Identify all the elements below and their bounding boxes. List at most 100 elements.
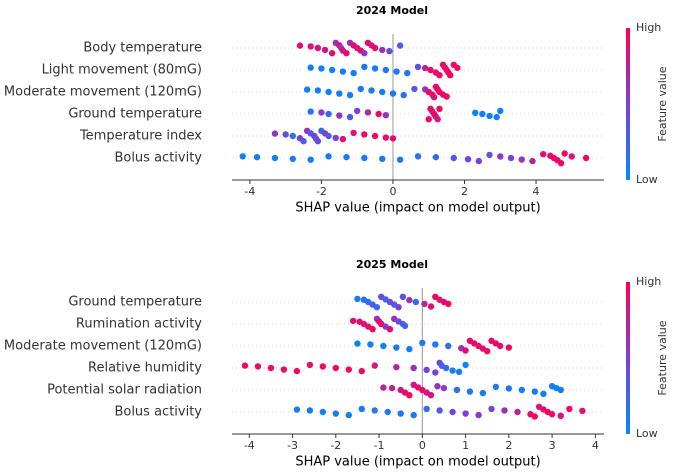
shap-point xyxy=(450,154,457,162)
shap-point xyxy=(293,367,301,375)
shap-point xyxy=(396,156,404,163)
shap-point xyxy=(423,366,430,374)
shap-point xyxy=(307,156,314,163)
shap-point xyxy=(566,405,573,413)
shap-point xyxy=(582,154,590,162)
shap-point xyxy=(350,69,357,77)
shap-point xyxy=(319,408,327,416)
shap-point xyxy=(432,153,440,161)
shap-point xyxy=(289,155,297,163)
shap-point xyxy=(427,303,435,310)
shap-point xyxy=(325,110,332,118)
x-tick-label: -2 xyxy=(316,185,327,198)
shap-point xyxy=(400,91,407,99)
shap-point xyxy=(414,63,422,71)
shap-point xyxy=(336,112,343,119)
x-tick-label: -4 xyxy=(244,439,255,452)
shap-point xyxy=(361,63,368,71)
shap-point xyxy=(507,154,515,162)
shap-point xyxy=(454,64,461,71)
colorbar xyxy=(626,282,630,434)
shap-point xyxy=(557,386,564,394)
shap-point xyxy=(318,65,325,72)
shap-point xyxy=(557,412,564,419)
shap-point xyxy=(371,44,379,52)
shap-point xyxy=(271,130,279,137)
shap-point xyxy=(314,138,322,145)
shap-point xyxy=(472,109,479,117)
shap-point xyxy=(382,66,390,74)
shap-point xyxy=(432,369,439,376)
shap-point xyxy=(434,383,441,390)
colorbar-high: High xyxy=(636,275,661,288)
shap-point xyxy=(579,407,586,414)
feature-label: Bolus activity xyxy=(114,405,202,420)
shap-point xyxy=(466,388,474,395)
shap-point xyxy=(325,153,332,160)
shap-point xyxy=(375,110,382,118)
x-tick-label: -3 xyxy=(287,439,298,452)
shap-point xyxy=(343,50,350,57)
shap-point xyxy=(364,109,372,116)
x-tick-label: 1 xyxy=(462,439,469,452)
colorbar-low: Low xyxy=(636,427,658,440)
shap-point xyxy=(307,43,314,50)
shap-point xyxy=(368,87,375,94)
shap-point xyxy=(436,105,443,113)
shap-point xyxy=(406,392,413,399)
shap-point xyxy=(430,94,438,101)
shap-point xyxy=(361,50,368,57)
shap-point xyxy=(357,85,364,93)
shap-point xyxy=(393,363,400,371)
shap-point xyxy=(531,413,538,420)
shap-point xyxy=(300,138,307,145)
shap-point xyxy=(389,90,397,97)
feature-label: Moderate movement (120mG) xyxy=(4,339,202,354)
shap-point xyxy=(386,326,394,333)
feature-label: Bolus activity xyxy=(114,151,202,166)
colorbar xyxy=(626,28,630,180)
shap-point xyxy=(386,47,393,55)
shap-point xyxy=(399,293,407,300)
shap-point xyxy=(379,46,386,54)
shap-point xyxy=(443,93,450,100)
shap-point xyxy=(389,135,397,142)
shap-point xyxy=(267,364,275,372)
shap-point xyxy=(379,88,386,96)
x-tick-label: -1 xyxy=(374,439,385,452)
shap-point xyxy=(514,408,521,416)
shap-point xyxy=(529,157,536,165)
feature-label: Body temperature xyxy=(83,41,202,56)
x-tick-label: -4 xyxy=(244,185,255,198)
shap-point xyxy=(328,50,336,57)
x-tick-label: 2 xyxy=(505,439,512,452)
x-axis-label: SHAP value (impact on model output) xyxy=(295,455,540,470)
shap-point xyxy=(493,113,500,121)
shap-point xyxy=(406,296,413,304)
colorbar-low: Low xyxy=(636,173,658,186)
shap-point xyxy=(411,85,418,93)
shap-point xyxy=(361,131,368,138)
shap-point xyxy=(479,110,486,118)
shap-point xyxy=(307,64,314,71)
shap-point xyxy=(486,151,493,159)
x-tick-label: -2 xyxy=(330,439,341,452)
shap-point xyxy=(306,361,314,369)
shap-point xyxy=(332,364,340,372)
shap-point xyxy=(332,134,339,142)
shap-point xyxy=(373,304,381,311)
shap-point xyxy=(289,132,297,140)
shap-point xyxy=(350,129,357,137)
shap-point xyxy=(393,344,400,351)
chart-title: 2025 Model xyxy=(356,258,428,271)
shap-point xyxy=(496,342,504,350)
feature-label: Relative humidity xyxy=(88,361,202,376)
x-tick-label: 4 xyxy=(533,185,540,198)
shap-point xyxy=(505,385,513,392)
shap-point xyxy=(446,72,454,79)
shap-point xyxy=(449,408,456,416)
shap-point xyxy=(380,384,387,391)
shap-point xyxy=(371,362,378,369)
shap-point xyxy=(353,107,361,115)
